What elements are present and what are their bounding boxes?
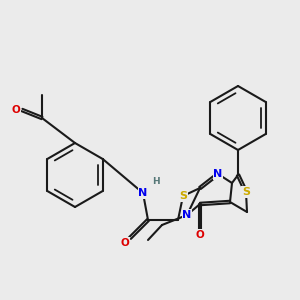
Text: N: N (213, 169, 223, 179)
Text: O: O (121, 238, 129, 248)
Text: S: S (242, 187, 250, 197)
Text: O: O (12, 105, 20, 115)
Text: N: N (182, 210, 192, 220)
Text: H: H (152, 176, 160, 185)
Text: N: N (138, 188, 148, 198)
Text: S: S (179, 191, 187, 201)
Text: O: O (196, 230, 204, 240)
